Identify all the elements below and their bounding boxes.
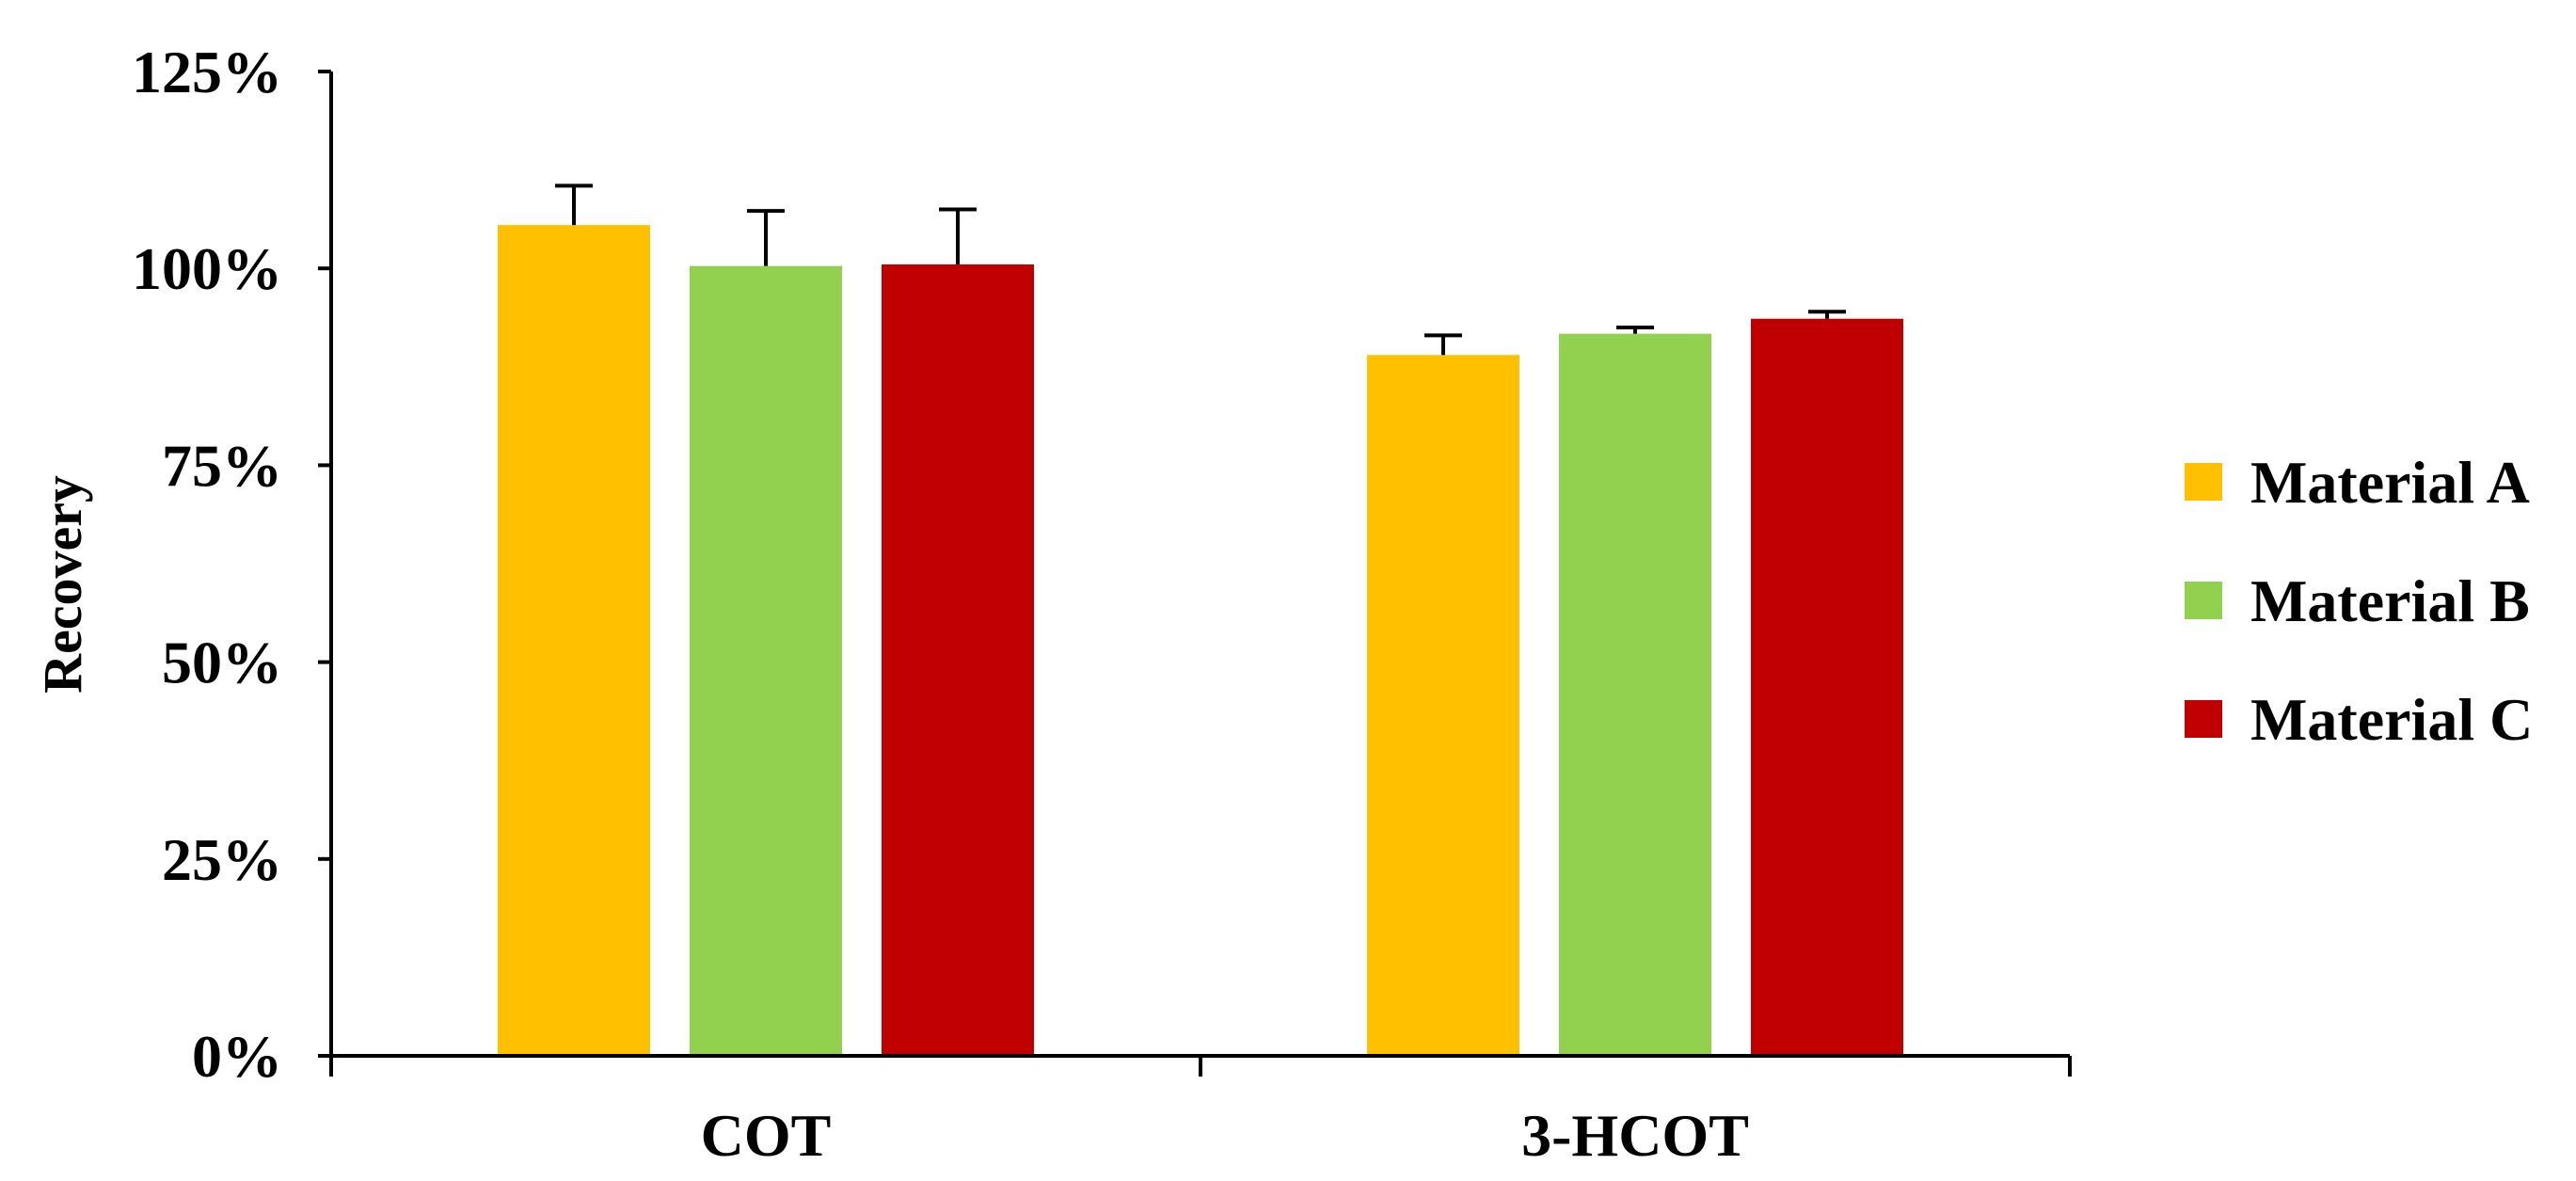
legend-label: Material B	[2250, 567, 2530, 634]
x-category-label: 3-HCOT	[1521, 1102, 1749, 1169]
y-tick-label: 100%	[132, 235, 282, 302]
bar-material-c-3-hcot	[1751, 318, 1903, 1056]
bar-material-b-3-hcot	[1559, 333, 1711, 1056]
error-bars-group	[555, 184, 1846, 356]
y-tick-label: 0%	[192, 1023, 282, 1090]
legend: Material A Material B Material C	[2185, 449, 2533, 753]
bars-group	[498, 225, 1903, 1057]
legend-label: Material C	[2250, 686, 2533, 753]
y-tick-label: 125%	[132, 39, 282, 105]
bar-material-a-3-hcot	[1367, 355, 1519, 1056]
y-tick-label: 25%	[162, 826, 282, 893]
bar-material-b-cot	[690, 265, 842, 1057]
y-tick-label: 75%	[162, 432, 282, 499]
x-category-label: COT	[701, 1102, 832, 1169]
axes-group	[318, 70, 2072, 1077]
y-axis-title: Recovery	[32, 475, 93, 694]
y-tick-label: 50%	[162, 630, 282, 696]
bar-material-c-cot	[882, 264, 1034, 1056]
legend-swatch	[2185, 463, 2222, 501]
labels-group: 0% 25% 50% 75% 100% 125% COT 3-HCOT Recovery	[32, 39, 1749, 1169]
legend-swatch	[2185, 700, 2222, 738]
bar-material-a-cot	[498, 225, 650, 1056]
legend-label: Material A	[2250, 449, 2530, 516]
legend-swatch	[2185, 582, 2222, 619]
